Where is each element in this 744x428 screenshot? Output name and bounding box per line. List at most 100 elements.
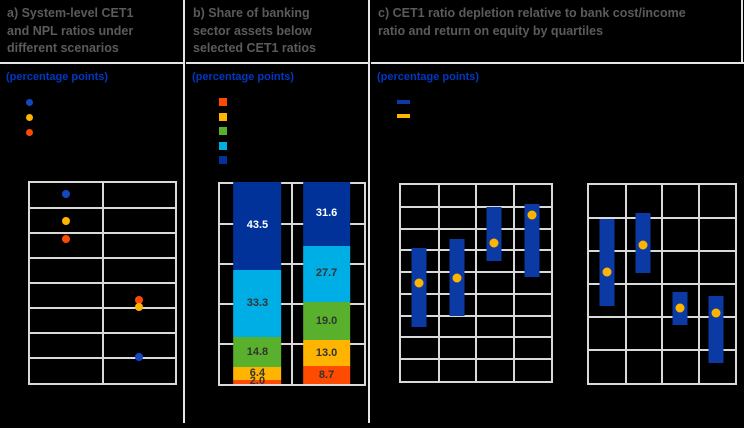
scatter-dot-scatter_blue bbox=[135, 352, 144, 361]
chart-a-scatter bbox=[28, 181, 177, 385]
grid-line-horizontal bbox=[401, 358, 551, 361]
grid-line-horizontal bbox=[220, 223, 364, 225]
panel-c-subtitle: (percentage points) bbox=[377, 71, 480, 83]
panel-b-legend bbox=[219, 98, 227, 171]
grid-line-horizontal bbox=[220, 343, 364, 345]
panel-separator-b-c bbox=[368, 0, 370, 423]
grid-line-vertical bbox=[475, 185, 477, 381]
bar-segment-light_blue: 27.7 bbox=[302, 245, 351, 302]
panel-b-title-rule bbox=[186, 62, 368, 64]
grid-line-horizontal bbox=[30, 232, 175, 234]
grid-line-horizontal bbox=[401, 249, 551, 252]
stacked-bar: 8.7 13.0 19.0 27.7 31.6 bbox=[302, 182, 351, 384]
panel-a-title-line: and NPL ratios under bbox=[7, 23, 134, 38]
median-dot bbox=[527, 210, 536, 220]
grid-line-vertical bbox=[437, 185, 440, 381]
interquartile-range-bar bbox=[524, 203, 539, 278]
chart-c-left-range-bars bbox=[399, 183, 553, 383]
panel-a-legend bbox=[26, 99, 33, 144]
scatter-dot-amber bbox=[61, 216, 70, 225]
grid-line-horizontal bbox=[30, 207, 175, 209]
segment-value-label: 6.4 bbox=[249, 367, 266, 380]
legend-square-light-blue-icon bbox=[219, 141, 227, 150]
median-dot bbox=[414, 278, 424, 288]
scatter-dot-orange_red bbox=[61, 235, 70, 243]
segment-value-label: 31.6 bbox=[315, 207, 338, 220]
segment-value-label: 27.7 bbox=[315, 267, 338, 280]
median-dot bbox=[711, 308, 721, 318]
panel-b-title-line: selected CET1 ratios bbox=[193, 41, 316, 55]
panel-b-subtitle: (percentage points) bbox=[192, 71, 295, 83]
legend-square-orange-icon bbox=[219, 98, 227, 106]
panel-separator-a-b bbox=[183, 0, 185, 423]
median-dot bbox=[452, 273, 461, 283]
legend-dot-blue-icon bbox=[26, 99, 33, 106]
segment-value-label: 33.3 bbox=[246, 297, 269, 310]
panel-c-title: c) CET1 ratio depletion relative to bank… bbox=[378, 5, 686, 40]
legend-dot-orange-icon bbox=[26, 129, 33, 136]
scatter-dot-scatter_blue bbox=[61, 190, 70, 199]
panel-a-title-rule bbox=[0, 62, 183, 64]
grid-line-horizontal bbox=[30, 282, 175, 284]
grid-line-horizontal bbox=[30, 257, 175, 259]
legend-dash-yellow-icon bbox=[397, 114, 410, 118]
panel-b-title-line: b) Share of banking bbox=[193, 6, 310, 20]
panel-b-title-line: sector assets below bbox=[193, 23, 312, 38]
panel-b-title: b) Share of banking sector assets below … bbox=[193, 5, 316, 58]
median-dot bbox=[638, 240, 648, 250]
legend-square-dark-blue-icon bbox=[219, 156, 227, 164]
panel-b: b) Share of banking sector assets below … bbox=[186, 0, 368, 428]
interquartile-range-bar bbox=[486, 206, 502, 262]
grid-line-horizontal bbox=[30, 307, 175, 309]
panel-a: a) System-level CET1 and NPL ratios unde… bbox=[0, 0, 183, 428]
panel-a-title: a) System-level CET1 and NPL ratios unde… bbox=[7, 5, 133, 58]
median-dot bbox=[675, 303, 685, 313]
panel-c: c) CET1 ratio depletion relative to bank… bbox=[371, 0, 744, 428]
segment-value-label: 43.5 bbox=[246, 219, 269, 232]
grid-line-horizontal bbox=[30, 357, 175, 359]
segment-value-label: 14.8 bbox=[246, 345, 269, 358]
segment-value-label: 8.7 bbox=[318, 368, 335, 381]
chart-b-stacked-bars: 2.0 6.4 14.8 33.3 43.5 8.7 13.0 19.0 27.7 31.6 bbox=[218, 182, 366, 387]
scatter-dot-amber bbox=[135, 302, 144, 311]
stacked-bar: 2.0 6.4 14.8 33.3 43.5 bbox=[233, 182, 282, 387]
grid-line-horizontal bbox=[401, 227, 551, 230]
bar-segment-orange_red: 8.7 bbox=[302, 366, 351, 384]
scatter-dot-orange_red bbox=[135, 295, 144, 304]
bar-segment-orange_red: 2.0 bbox=[233, 375, 282, 387]
title-right-border bbox=[741, 0, 743, 64]
bar-segment-amber: 13.0 bbox=[302, 340, 351, 367]
grid-line-horizontal bbox=[589, 249, 735, 252]
grid-line-horizontal bbox=[589, 349, 735, 351]
grid-line-horizontal bbox=[220, 303, 364, 305]
bar-segment-light_blue: 33.3 bbox=[233, 269, 282, 338]
panel-c-title-line: c) CET1 ratio depletion relative to bank… bbox=[378, 6, 686, 20]
interquartile-range-bar bbox=[599, 219, 615, 306]
panel-c-title-rule bbox=[371, 62, 744, 64]
grid-line-horizontal bbox=[220, 263, 364, 265]
median-dot bbox=[489, 238, 499, 248]
grid-line-horizontal bbox=[401, 271, 551, 274]
grid-line-horizontal bbox=[589, 315, 735, 318]
grid-line-horizontal bbox=[401, 292, 551, 295]
legend-square-green-icon bbox=[219, 127, 227, 135]
panel-a-subtitle: (percentage points) bbox=[6, 71, 109, 83]
panel-c-title-line: ratio and return on equity by quartiles bbox=[378, 23, 604, 38]
segment-value-label: 19.0 bbox=[315, 314, 338, 327]
bar-segment-dark_blue: 31.6 bbox=[302, 182, 351, 246]
bar-segment-dark_blue: 43.5 bbox=[233, 182, 282, 270]
grid-line-horizontal bbox=[401, 336, 551, 339]
grid-line-horizontal bbox=[30, 332, 175, 334]
chart-c-right-range-bars bbox=[587, 183, 737, 385]
grid-line-vertical bbox=[512, 185, 515, 381]
grid-line-vertical bbox=[291, 184, 293, 384]
grid-line-horizontal bbox=[589, 216, 735, 219]
bar-segment-amber: 6.4 bbox=[233, 367, 282, 380]
bar-segment-green: 14.8 bbox=[233, 337, 282, 368]
panel-a-title-line: a) System-level CET1 bbox=[7, 6, 134, 20]
segment-value-label: 2.0 bbox=[249, 375, 266, 388]
legend-square-amber-icon bbox=[219, 112, 227, 121]
grid-line-horizontal bbox=[589, 283, 735, 285]
grid-line-horizontal bbox=[401, 205, 551, 208]
